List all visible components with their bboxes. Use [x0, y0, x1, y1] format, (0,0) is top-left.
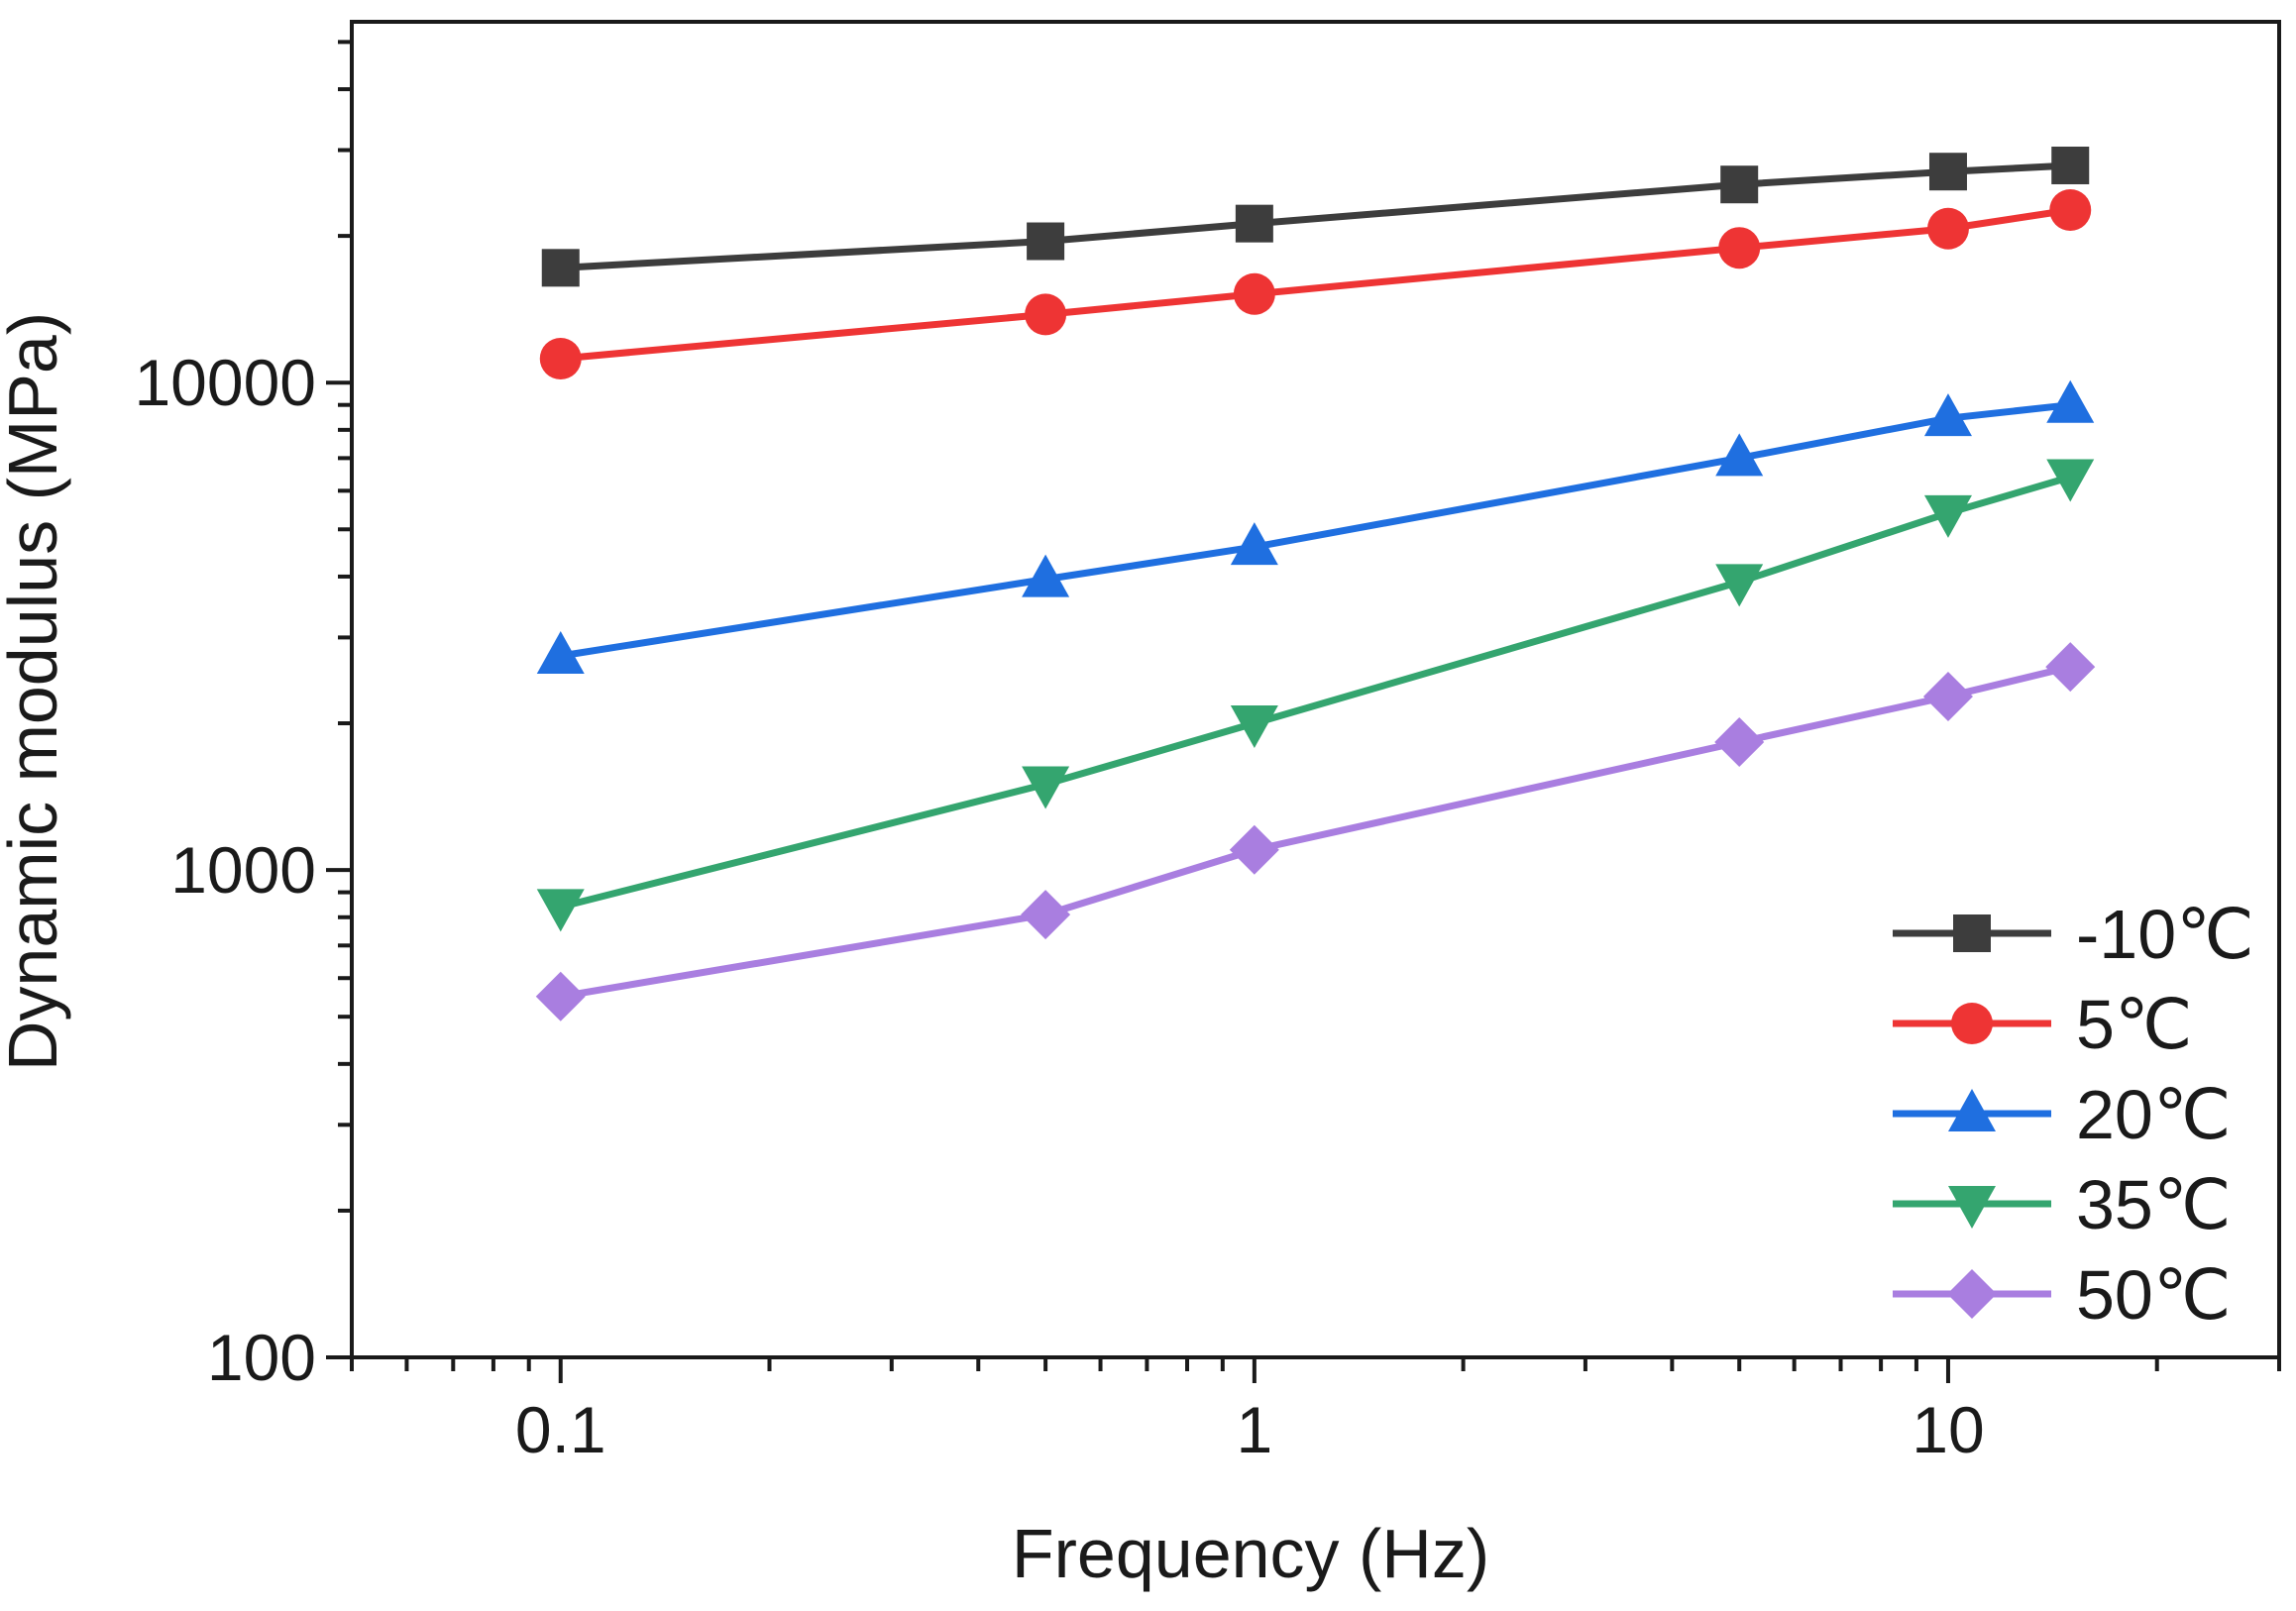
data-point [2051, 146, 2090, 184]
data-point [536, 889, 585, 932]
data-point [535, 971, 586, 1021]
x-tick-label: 10 [1912, 1393, 1984, 1466]
data-point [1714, 716, 1765, 767]
data-point [1235, 204, 1273, 243]
data-point [1229, 824, 1279, 875]
data-point [1233, 272, 1275, 315]
data-point [1230, 522, 1278, 566]
data-point [536, 630, 585, 674]
data-point [541, 249, 580, 287]
series-line [560, 161, 2071, 271]
legend-item: 20℃ [1893, 1076, 2231, 1153]
series-4 [535, 642, 2096, 1021]
series-3 [536, 459, 2095, 932]
series-layer [535, 146, 2096, 1021]
legend-item: 5℃ [1893, 986, 2193, 1063]
legend-label: -10℃ [2076, 896, 2254, 973]
data-point [1715, 564, 1764, 607]
x-axis: 0.1 1 10 [350, 1357, 2281, 1466]
data-point [1230, 705, 1278, 749]
data-point [1928, 153, 1967, 191]
plot-frame [350, 20, 2281, 1359]
legend: -10℃ 5℃ 20℃ 35℃ 50℃ [1893, 896, 2254, 1334]
legend-marker [1948, 1186, 1996, 1229]
data-point [1025, 293, 1067, 336]
data-point [1720, 165, 1759, 204]
series-2 [536, 379, 2095, 674]
legend-marker [1947, 1269, 1997, 1319]
plot-border [350, 20, 2281, 1359]
y-tick-label: 100 [207, 1321, 316, 1394]
series-line [560, 401, 2071, 660]
data-point [1715, 433, 1764, 477]
legend-label: 50℃ [2076, 1256, 2231, 1334]
legend-item: -10℃ [1893, 896, 2254, 973]
series-1 [539, 189, 2092, 379]
legend-item: 50℃ [1893, 1256, 2231, 1334]
series-line [560, 663, 2072, 1001]
data-point [1022, 554, 1070, 597]
legend-label: 20℃ [2076, 1076, 2231, 1153]
data-point [1926, 207, 1969, 250]
data-point [1922, 671, 1973, 721]
series-line [559, 474, 2072, 911]
y-tick-label: 1000 [170, 833, 316, 907]
data-point [2046, 459, 2095, 502]
data-point [1923, 494, 1972, 538]
x-tick-label: 1 [1236, 1393, 1272, 1466]
y-axis-title: Dynamic modulus (MPa) [0, 312, 71, 1071]
legend-marker [1953, 914, 1991, 952]
legend-item: 35℃ [1893, 1166, 2231, 1243]
data-point [1718, 227, 1761, 269]
series-line [560, 206, 2071, 363]
series-0 [541, 146, 2090, 287]
x-axis-title: Frequency (Hz) [1012, 1515, 1489, 1592]
data-point [1021, 890, 1071, 940]
y-tick-label: 10000 [134, 346, 316, 419]
data-point [1027, 222, 1065, 261]
data-point [1022, 766, 1070, 809]
y-axis: 100 1000 10000 [134, 40, 352, 1394]
data-point [2049, 189, 2092, 232]
data-point [2046, 379, 2095, 423]
legend-marker [1951, 1003, 1993, 1044]
x-tick-label: 0.1 [515, 1393, 606, 1466]
data-point [2045, 642, 2096, 693]
legend-label: 35℃ [2076, 1166, 2231, 1243]
data-point [539, 337, 582, 379]
data-point [1923, 393, 1972, 437]
legend-marker [1948, 1089, 1996, 1131]
legend-label: 5℃ [2076, 986, 2193, 1063]
